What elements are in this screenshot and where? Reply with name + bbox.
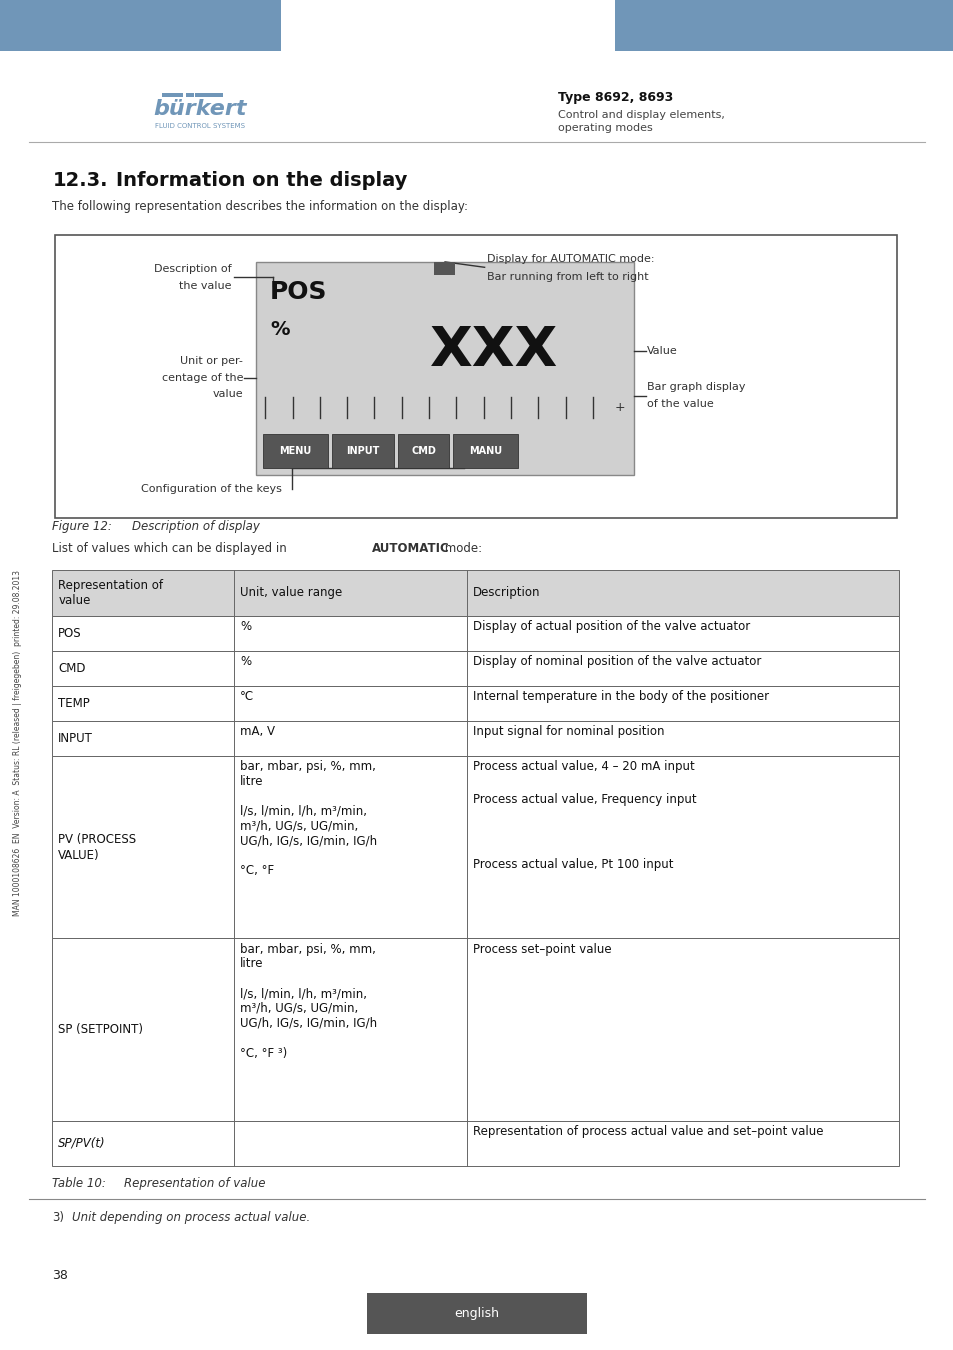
Bar <box>162 93 183 97</box>
Text: Input signal for nominal position: Input signal for nominal position <box>473 725 663 738</box>
Text: °C, °F ³): °C, °F ³) <box>240 1046 287 1060</box>
Bar <box>255 262 634 475</box>
Bar <box>433 262 454 275</box>
Bar <box>186 93 193 97</box>
Text: °C: °C <box>240 690 254 703</box>
Bar <box>332 433 394 467</box>
Bar <box>52 570 898 616</box>
Bar <box>52 721 898 756</box>
Text: operating modes: operating modes <box>558 123 652 134</box>
Text: value: value <box>213 389 243 398</box>
Text: TEMP: TEMP <box>58 697 90 710</box>
Text: MENU: MENU <box>279 446 312 456</box>
Text: UG/h, IG/s, IG/min, IG/h: UG/h, IG/s, IG/min, IG/h <box>240 834 376 848</box>
Text: Bar running from left to right: Bar running from left to right <box>486 271 647 282</box>
Text: english: english <box>454 1307 499 1320</box>
Bar <box>453 433 517 467</box>
Bar <box>55 235 896 518</box>
Text: Configuration of the keys: Configuration of the keys <box>141 483 282 494</box>
Text: POS: POS <box>58 626 82 640</box>
Text: AUTOMATIC: AUTOMATIC <box>372 541 449 555</box>
Text: 38: 38 <box>52 1269 69 1282</box>
Text: Type 8692, 8693: Type 8692, 8693 <box>558 90 673 104</box>
Text: Bar graph display: Bar graph display <box>646 382 744 393</box>
Text: Description of: Description of <box>154 263 232 274</box>
Text: Representation of
value: Representation of value <box>58 579 163 606</box>
Text: Display for AUTOMATIC mode:: Display for AUTOMATIC mode: <box>486 254 654 265</box>
Text: List of values which can be displayed in: List of values which can be displayed in <box>52 541 291 555</box>
Text: l/s, l/min, l/h, m³/min,: l/s, l/min, l/h, m³/min, <box>240 805 367 818</box>
Text: VALUE): VALUE) <box>58 849 100 861</box>
Text: PV (PROCESS: PV (PROCESS <box>58 833 136 845</box>
Text: Process set–point value: Process set–point value <box>473 942 611 956</box>
Text: Control and display elements,: Control and display elements, <box>558 109 724 120</box>
Text: mode:: mode: <box>440 541 481 555</box>
Text: litre: litre <box>240 957 263 971</box>
Text: 12.3.: 12.3. <box>52 171 108 190</box>
Text: FLUID CONTROL SYSTEMS: FLUID CONTROL SYSTEMS <box>155 123 245 128</box>
Text: INPUT: INPUT <box>58 732 93 745</box>
Bar <box>202 93 223 97</box>
Bar <box>397 433 449 467</box>
Text: CMD: CMD <box>58 662 86 675</box>
Text: m³/h, UG/s, UG/min,: m³/h, UG/s, UG/min, <box>240 1002 358 1015</box>
Text: MANU: MANU <box>469 446 501 456</box>
Text: litre: litre <box>240 775 263 788</box>
Bar <box>52 1120 898 1166</box>
Bar <box>52 651 898 686</box>
Text: %: % <box>240 655 251 668</box>
Text: Value: Value <box>646 347 677 356</box>
Text: %: % <box>270 320 289 339</box>
Text: Display of nominal position of the valve actuator: Display of nominal position of the valve… <box>473 655 760 668</box>
Text: Figure 12:: Figure 12: <box>52 520 112 533</box>
Text: m³/h, UG/s, UG/min,: m³/h, UG/s, UG/min, <box>240 819 358 833</box>
Text: Display of actual position of the valve actuator: Display of actual position of the valve … <box>473 620 749 633</box>
Text: +: + <box>614 401 625 414</box>
Bar <box>52 616 898 651</box>
Text: INPUT: INPUT <box>346 446 379 456</box>
Text: Representation of process actual value and set–point value: Representation of process actual value a… <box>473 1125 822 1138</box>
Text: bar, mbar, psi, %, mm,: bar, mbar, psi, %, mm, <box>240 942 375 956</box>
Text: Description of display: Description of display <box>132 520 259 533</box>
Text: centage of the: centage of the <box>162 373 243 382</box>
Text: Unit or per-: Unit or per- <box>180 356 243 366</box>
Text: %: % <box>240 620 251 633</box>
Text: Internal temperature in the body of the positioner: Internal temperature in the body of the … <box>473 690 768 703</box>
Text: mA, V: mA, V <box>240 725 274 738</box>
Text: bürkert: bürkert <box>153 100 247 119</box>
Text: l/s, l/min, l/h, m³/min,: l/s, l/min, l/h, m³/min, <box>240 987 367 1000</box>
Bar <box>367 1293 586 1334</box>
Text: The following representation describes the information on the display:: The following representation describes t… <box>52 200 468 213</box>
Text: MAN 1000108626  EN  Version: A  Status: RL (released | freigegeben)  printed: 29: MAN 1000108626 EN Version: A Status: RL … <box>12 570 22 915</box>
Text: CMD: CMD <box>411 446 436 456</box>
Text: Information on the display: Information on the display <box>116 171 407 190</box>
Text: the value: the value <box>179 281 232 292</box>
Text: SP (SETPOINT): SP (SETPOINT) <box>58 1023 143 1035</box>
Bar <box>194 93 202 97</box>
Text: Process actual value, Frequency input: Process actual value, Frequency input <box>473 792 696 806</box>
Text: POS: POS <box>270 279 327 304</box>
Text: SP/PV(t): SP/PV(t) <box>58 1137 106 1150</box>
Bar <box>615 0 953 51</box>
Text: XXX: XXX <box>430 324 558 378</box>
Text: Unit, value range: Unit, value range <box>240 586 342 599</box>
Text: °C, °F: °C, °F <box>240 864 274 878</box>
Bar <box>263 433 328 467</box>
Text: UG/h, IG/s, IG/min, IG/h: UG/h, IG/s, IG/min, IG/h <box>240 1017 376 1030</box>
Text: 3): 3) <box>52 1211 65 1224</box>
Text: Process actual value, 4 – 20 mA input: Process actual value, 4 – 20 mA input <box>473 760 694 774</box>
Text: Representation of value: Representation of value <box>124 1177 265 1191</box>
Text: bar, mbar, psi, %, mm,: bar, mbar, psi, %, mm, <box>240 760 375 774</box>
Bar <box>52 686 898 721</box>
Text: Table 10:: Table 10: <box>52 1177 106 1191</box>
Text: Process actual value, Pt 100 input: Process actual value, Pt 100 input <box>473 857 673 871</box>
Text: of the value: of the value <box>646 398 713 409</box>
Bar <box>0 0 281 51</box>
Bar <box>52 756 898 938</box>
Text: Description: Description <box>473 586 539 599</box>
Text: Unit depending on process actual value.: Unit depending on process actual value. <box>71 1211 310 1224</box>
Bar <box>52 938 898 1120</box>
